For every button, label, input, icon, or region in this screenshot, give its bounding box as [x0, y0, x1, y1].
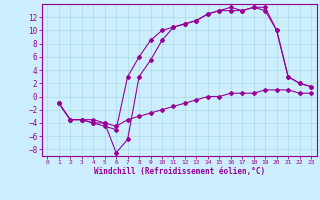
X-axis label: Windchill (Refroidissement éolien,°C): Windchill (Refroidissement éolien,°C) — [94, 167, 265, 176]
